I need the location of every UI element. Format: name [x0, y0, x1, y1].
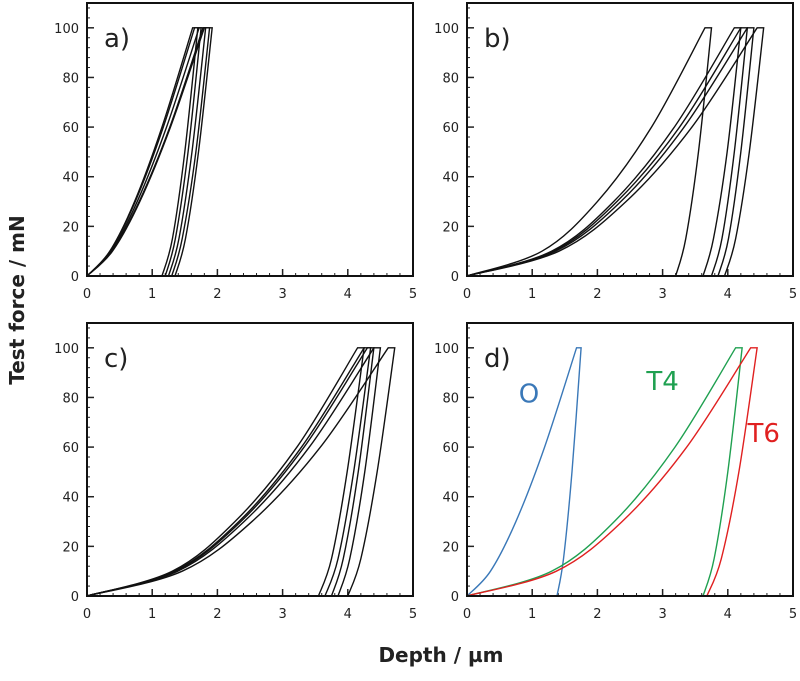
- y-tick-label: 0: [71, 590, 79, 605]
- indentation-curve: [466, 27, 742, 277]
- y-tick-label: 100: [54, 22, 79, 37]
- y-tick-label: 0: [451, 270, 459, 285]
- panel-c: 0 1 2 3 4 5 0 20 40 60 80 100 c): [54, 322, 417, 622]
- indentation-curve: [86, 347, 396, 597]
- panel-d: 0 1 2 3 4 5 0 20 40 60 80 100 O T4 T6 d): [434, 322, 797, 622]
- indentation-curve: [466, 27, 713, 277]
- y-tick-label: 0: [71, 270, 79, 285]
- indentation-curve: [86, 27, 207, 277]
- y-tick-label: 60: [62, 441, 79, 456]
- panel-b: 0 1 2 3 4 5 0 20 40 60 80 100 b): [434, 2, 797, 302]
- plot-frame: [86, 322, 414, 597]
- x-tick-label: 5: [409, 287, 417, 302]
- series-label-t6: T6: [746, 419, 779, 449]
- x-tick-label: 1: [528, 607, 536, 622]
- indentation-curve-t6: [466, 347, 758, 597]
- x-tick-label: 1: [148, 287, 156, 302]
- y-tick-label: 20: [62, 540, 79, 555]
- series-label-t4: T4: [645, 367, 678, 397]
- y-tick-label: 80: [442, 71, 459, 86]
- indentation-curve: [86, 27, 199, 277]
- panel-a: 0 1 2 3 4 5 0 20 40 60 80 100 a): [54, 2, 417, 302]
- x-tick-label: 3: [278, 607, 286, 622]
- y-axis-title: Test force / mN: [5, 215, 29, 385]
- panel-label: c): [104, 344, 128, 374]
- indentation-curve-t4: [466, 347, 743, 597]
- indentation-curve: [86, 347, 375, 597]
- indentation-curve: [86, 27, 202, 277]
- x-tick-label: 3: [658, 287, 666, 302]
- y-tick-label: 20: [62, 220, 79, 235]
- indentation-curve: [466, 27, 765, 277]
- panel-label: a): [104, 24, 130, 54]
- y-tick-label: 20: [442, 220, 459, 235]
- y-tick-label: 40: [62, 491, 79, 506]
- x-tick-label: 5: [409, 607, 417, 622]
- panel-label: d): [484, 344, 511, 374]
- x-tick-label: 4: [724, 287, 732, 302]
- indentation-curve: [86, 347, 372, 597]
- y-tick-label: 0: [451, 590, 459, 605]
- y-tick-label: 100: [434, 22, 459, 37]
- y-tick-label: 60: [442, 121, 459, 136]
- indentation-curve: [86, 347, 365, 597]
- plot-frame: [466, 322, 794, 597]
- x-tick-label: 2: [213, 287, 221, 302]
- x-tick-label: 0: [463, 287, 471, 302]
- y-tick-label: 100: [434, 342, 459, 357]
- x-tick-label: 4: [344, 607, 352, 622]
- y-tick-label: 40: [62, 171, 79, 186]
- y-tick-label: 60: [442, 441, 459, 456]
- panel-label: b): [484, 24, 511, 54]
- y-tick-label: 80: [442, 391, 459, 406]
- x-tick-label: 0: [463, 607, 471, 622]
- indentation-curve: [466, 27, 749, 277]
- y-tick-label: 40: [442, 491, 459, 506]
- x-tick-label: 2: [213, 607, 221, 622]
- x-tick-label: 3: [658, 607, 666, 622]
- x-tick-label: 5: [789, 607, 797, 622]
- indentation-curve: [86, 347, 382, 597]
- indentation-curve: [86, 27, 213, 277]
- indentation-curve-o: [466, 347, 582, 597]
- x-tick-label: 0: [83, 287, 91, 302]
- x-tick-label: 3: [278, 287, 286, 302]
- indentation-curve: [466, 27, 755, 277]
- x-tick-label: 4: [724, 607, 732, 622]
- y-tick-label: 80: [62, 391, 79, 406]
- x-tick-label: 5: [789, 287, 797, 302]
- y-tick-label: 60: [62, 121, 79, 136]
- x-axis-title: Depth / µm: [378, 643, 503, 667]
- y-tick-label: 100: [54, 342, 79, 357]
- x-tick-label: 2: [593, 607, 601, 622]
- y-tick-label: 40: [442, 171, 459, 186]
- x-tick-label: 0: [83, 607, 91, 622]
- y-tick-label: 80: [62, 71, 79, 86]
- series-label-o: O: [519, 379, 539, 409]
- plot-frame: [86, 2, 414, 277]
- plot-frame: [466, 2, 794, 277]
- x-tick-label: 1: [528, 287, 536, 302]
- x-tick-label: 1: [148, 607, 156, 622]
- x-tick-label: 4: [344, 287, 352, 302]
- x-tick-label: 2: [593, 287, 601, 302]
- y-tick-label: 20: [442, 540, 459, 555]
